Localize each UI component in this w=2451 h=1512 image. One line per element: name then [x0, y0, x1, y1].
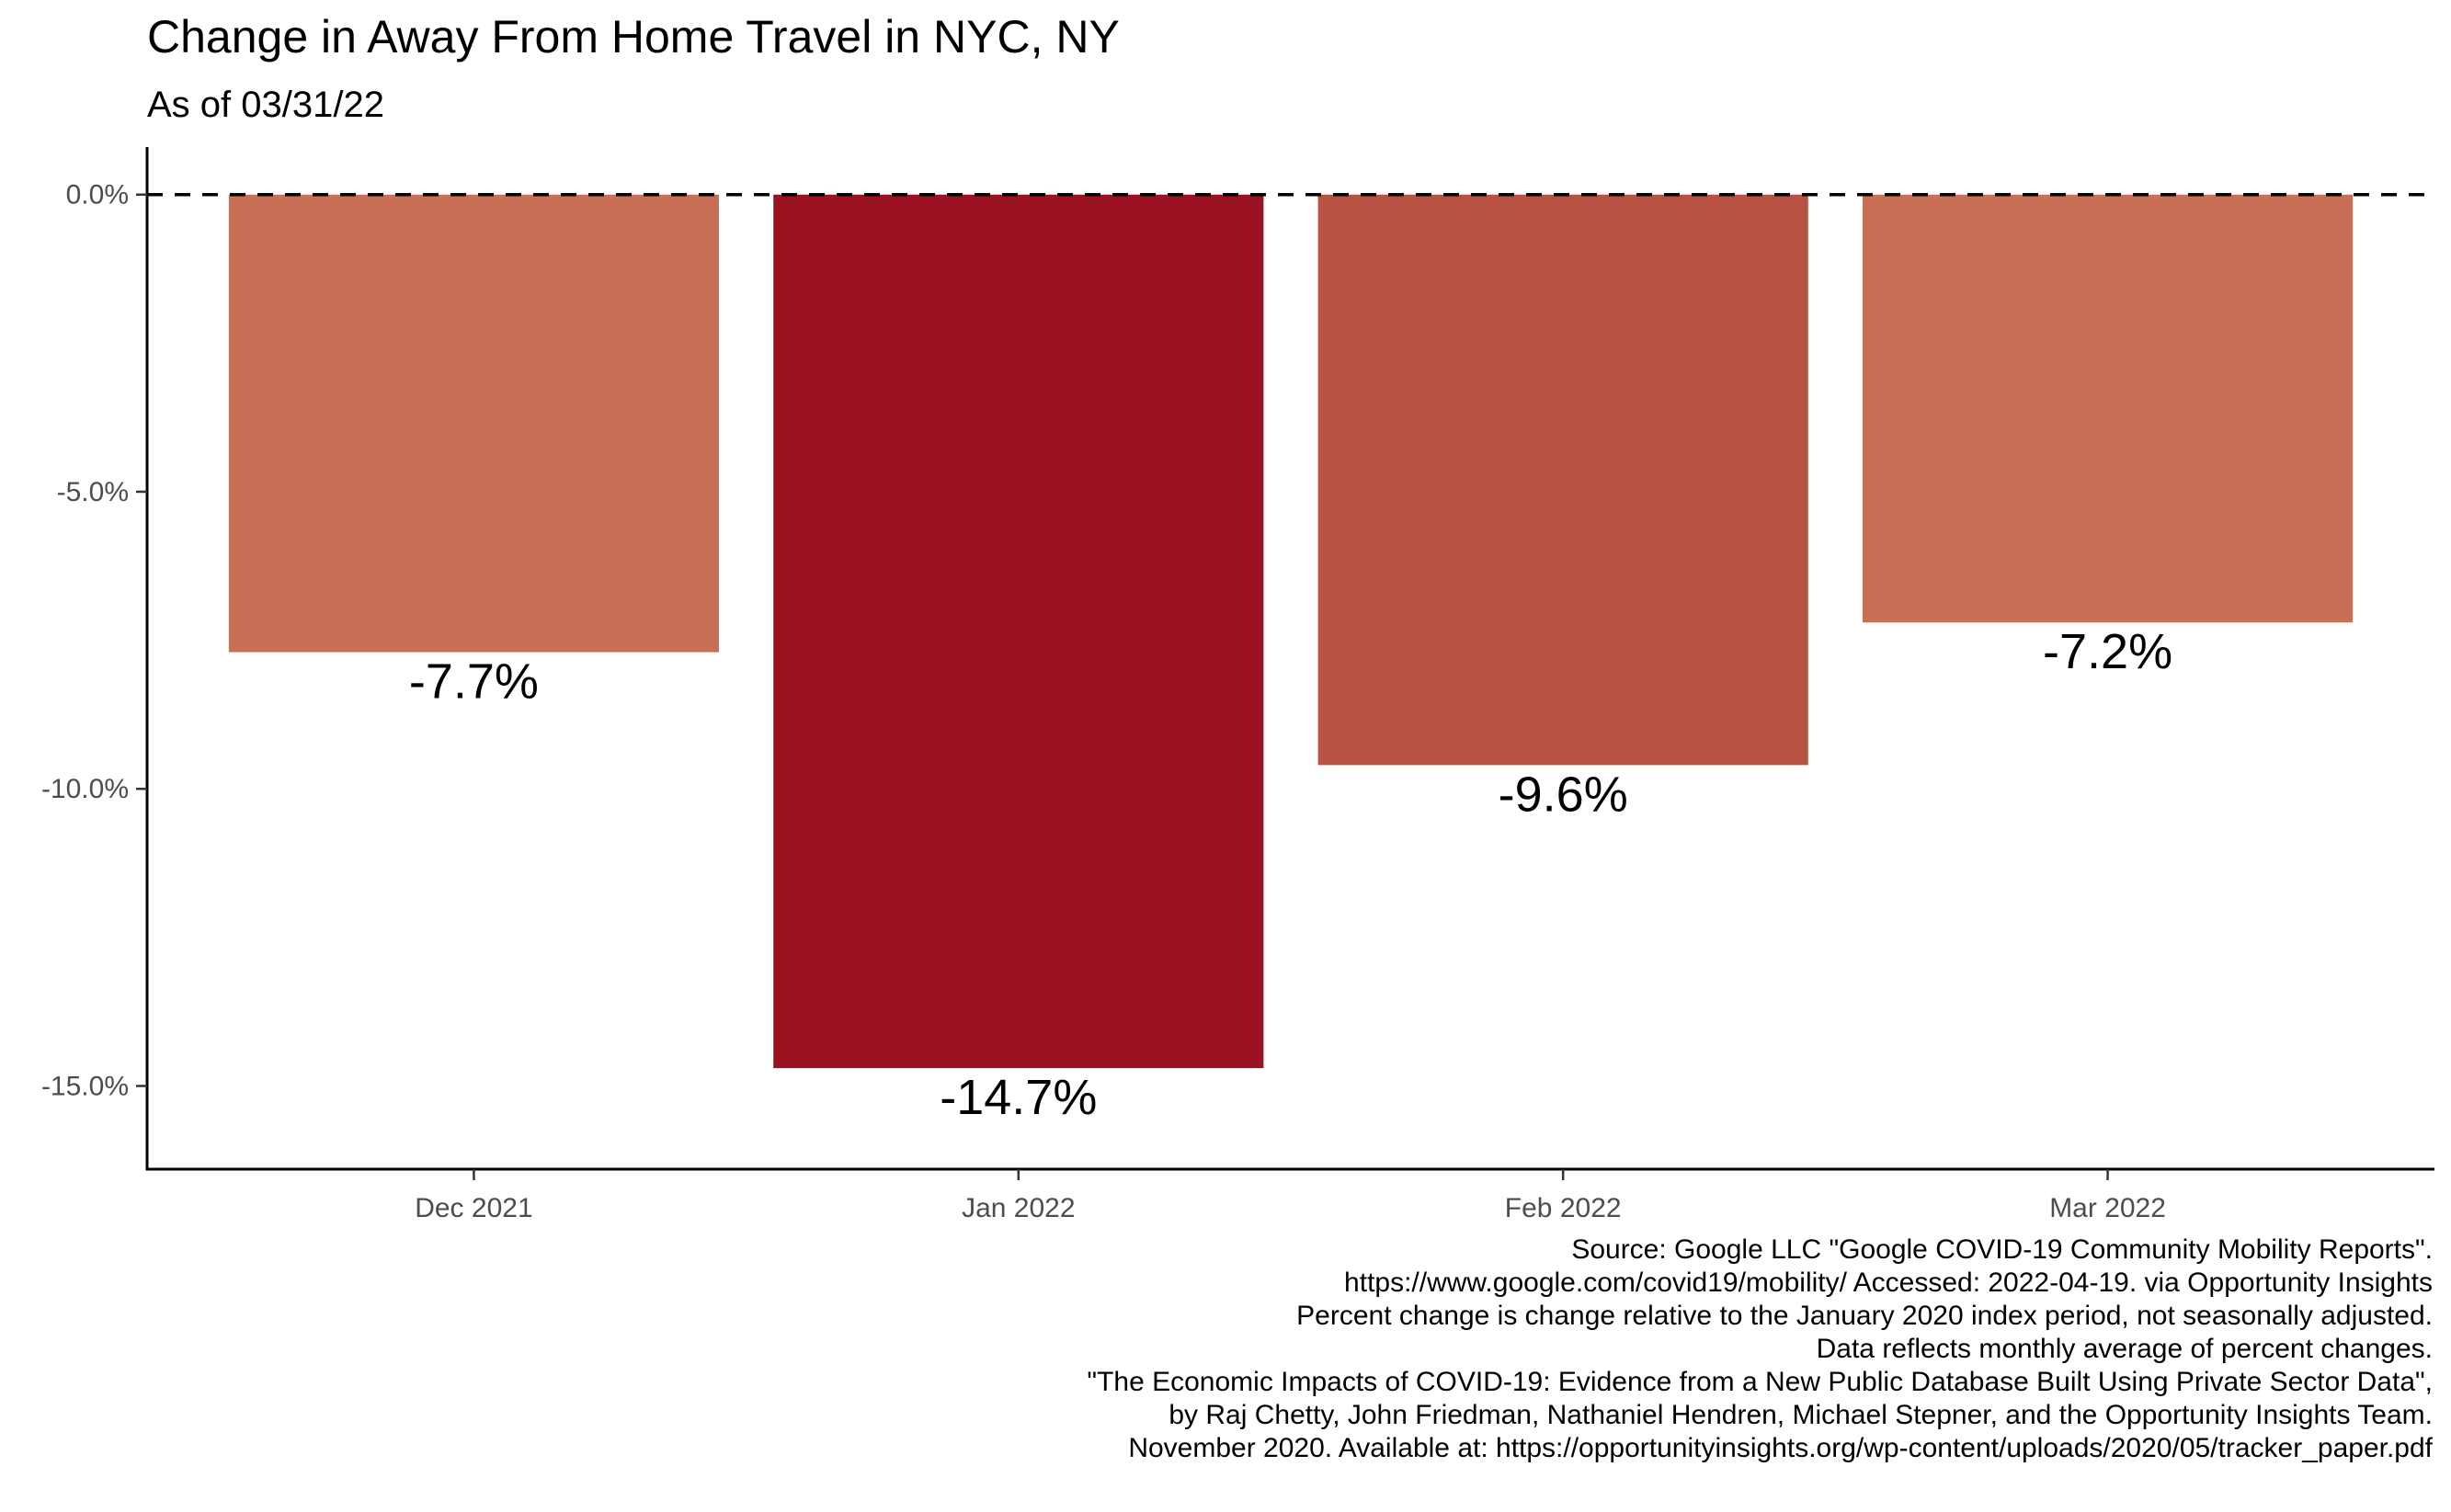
bars-layer [228, 194, 2354, 1069]
caption-line: "The Economic Impacts of COVID-19: Evide… [1087, 1367, 2433, 1397]
caption-line: by Raj Chetty, John Friedman, Nathaniel … [1168, 1400, 2433, 1430]
data-label: -7.2% [2043, 624, 2172, 679]
chart-subtitle: As of 03/31/22 [147, 85, 384, 125]
caption-line: Percent change is change relative to the… [1296, 1301, 2433, 1331]
data-label: -9.6% [1499, 767, 1628, 822]
caption: Source: Google LLC "Google COVID-19 Comm… [226, 1233, 2433, 1465]
x-tick-label: Feb 2022 [1505, 1193, 1622, 1223]
x-tick-label: Dec 2021 [415, 1193, 532, 1223]
caption-line: https://www.google.com/covid19/mobility/… [1344, 1268, 2433, 1298]
caption-line: Source: Google LLC "Google COVID-19 Comm… [1571, 1234, 2433, 1265]
caption-line: November 2020. Available at: https://opp… [1128, 1433, 2433, 1463]
bar [1863, 194, 2354, 623]
y-tick-label: -15.0% [41, 1071, 129, 1101]
bar-chart: -7.7% -14.7% -9.6% -7.2% 0.0% -5.0% -10.0% -15… [41, 147, 2434, 1223]
data-labels-layer: -7.7% -14.7% -9.6% -7.2% [409, 624, 2172, 1125]
axes-layer: 0.0% -5.0% -10.0% -15.0% Dec 2021 Jan 2022 Feb… [41, 147, 2434, 1223]
bar [228, 194, 719, 653]
bar [773, 194, 1264, 1069]
y-tick-label: -5.0% [57, 477, 129, 507]
bar [1317, 194, 1808, 766]
y-tick-label: -10.0% [41, 774, 129, 804]
chart-title: Change in Away From Home Travel in NYC, … [147, 11, 1120, 63]
data-label: -14.7% [940, 1070, 1097, 1125]
x-tick-label: Jan 2022 [962, 1193, 1075, 1223]
y-tick-label: 0.0% [66, 180, 129, 210]
x-tick-label: Mar 2022 [2049, 1193, 2166, 1223]
caption-line: Data reflects monthly average of percent… [1816, 1334, 2433, 1364]
data-label: -7.7% [409, 654, 539, 710]
